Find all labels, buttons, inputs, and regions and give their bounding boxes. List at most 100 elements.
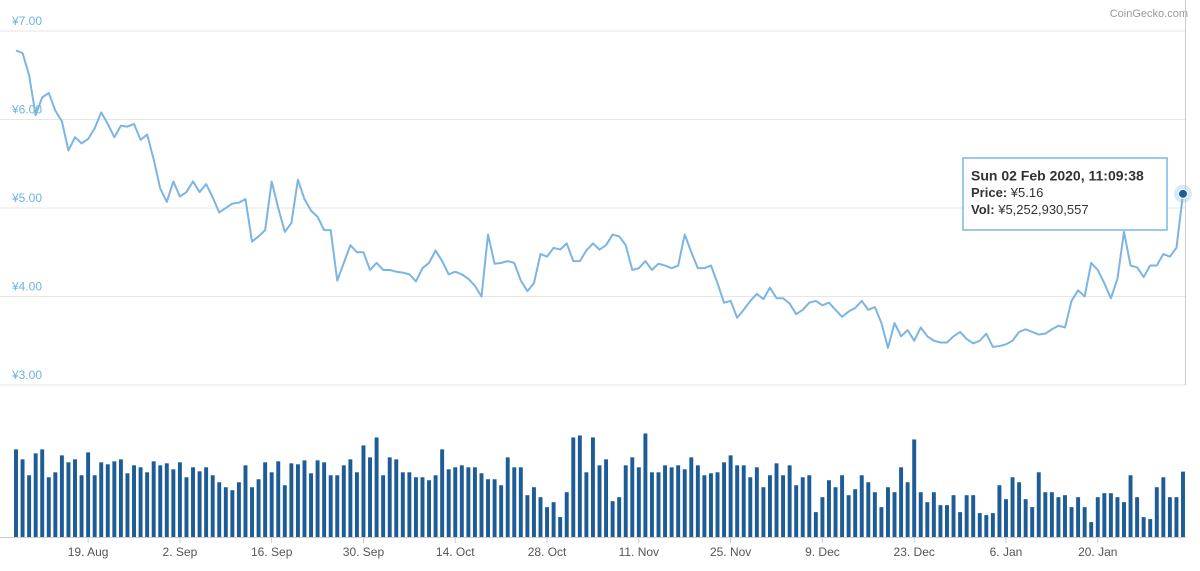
volume-bar	[604, 459, 609, 537]
volume-bar	[427, 480, 432, 537]
volume-bar	[66, 462, 71, 537]
volume-bar	[171, 469, 176, 537]
volume-bar	[1076, 497, 1081, 537]
volume-bar	[309, 473, 313, 537]
volume-bar	[59, 455, 64, 537]
volume-bar	[407, 472, 412, 537]
volume-bar	[53, 472, 58, 537]
volume-bar	[125, 473, 130, 537]
volume-bar	[459, 465, 464, 537]
volume-bar	[558, 517, 563, 537]
volume-bar	[499, 485, 504, 537]
volume-bar	[302, 460, 307, 537]
volume-bar	[879, 507, 884, 537]
volume-bar	[997, 485, 1002, 537]
tooltip-date: Sun 02 Feb 2020, 11:09:38	[971, 168, 1144, 184]
credit[interactable]: CoinGecko.com	[1110, 8, 1188, 20]
volume-bar	[73, 459, 77, 537]
volume-bar	[164, 463, 169, 537]
volume-bar	[774, 463, 779, 537]
tooltip-vol-value: ¥5,252,930,557	[997, 202, 1088, 217]
volume-bar	[118, 459, 123, 537]
tooltip-vol: Vol: ¥5,252,930,557	[971, 202, 1089, 217]
volume-bar	[20, 459, 25, 537]
volume-bar	[374, 437, 379, 537]
volume-bar	[1017, 482, 1022, 537]
x-tick-label: 14. Oct	[436, 545, 475, 559]
x-tick-label: 28. Oct	[528, 545, 567, 559]
volume-bar	[223, 487, 228, 537]
volume-bar	[132, 465, 136, 537]
volume-bar	[387, 457, 392, 537]
volume-bar	[722, 462, 727, 537]
volume-bar	[27, 475, 32, 537]
tooltip: Sun 02 Feb 2020, 11:09:38 Price: ¥5.16 V…	[962, 157, 1168, 231]
volume-bar	[295, 464, 300, 537]
x-tick-label: 11. Nov	[619, 545, 659, 559]
volume-bar	[958, 512, 963, 537]
volume-bar	[361, 445, 366, 537]
volume-bar	[354, 472, 359, 537]
volume-bar	[105, 464, 110, 537]
x-tick-label: 2. Sep	[163, 545, 198, 559]
volume-bar	[577, 435, 582, 537]
hover-marker	[1178, 188, 1188, 199]
volume-bar	[86, 452, 91, 537]
volume-bar	[145, 472, 150, 537]
volume-bar	[335, 475, 340, 537]
volume-bar	[1122, 502, 1126, 537]
volume-bar	[630, 457, 635, 537]
y-tick-label: ¥7.00	[11, 14, 42, 28]
volume-bar	[905, 482, 910, 537]
volume-bar	[643, 433, 648, 537]
volume-bar	[1063, 495, 1067, 537]
x-tick-label: 9. Dec	[805, 545, 840, 559]
volume-bar	[597, 465, 602, 537]
volume-bar	[1049, 492, 1054, 537]
volume-bar	[689, 457, 694, 537]
volume-bar	[433, 475, 438, 537]
tooltip-price: Price: ¥5.16	[971, 185, 1043, 200]
volume-bar	[269, 472, 274, 537]
x-tick-label: 30. Sep	[343, 545, 385, 559]
volume-bar	[584, 472, 589, 537]
volume-bar	[872, 492, 877, 537]
volume-bar	[938, 505, 943, 537]
volume-bar	[394, 459, 399, 537]
volume-bar	[1069, 507, 1074, 537]
volume-bar	[925, 502, 930, 537]
volume-bar	[971, 495, 976, 537]
tooltip-box	[962, 157, 1168, 231]
volume-bar	[990, 513, 995, 537]
volume-bar	[256, 479, 261, 537]
volume-bar	[197, 471, 202, 537]
volume-bar	[446, 469, 451, 537]
volume-bar	[1102, 493, 1107, 537]
x-tick-label: 25. Nov	[710, 545, 751, 559]
volume-bar	[682, 469, 687, 537]
volume-bar	[964, 495, 969, 537]
volume-bar	[1082, 507, 1087, 537]
volume-bar	[210, 475, 215, 537]
volume-bar	[590, 437, 595, 537]
volume-bar	[1023, 499, 1028, 537]
volume-bar	[250, 487, 254, 537]
volume-bar	[1154, 487, 1159, 537]
volume-bar	[99, 462, 104, 537]
volume-bar	[1056, 497, 1061, 537]
x-tick-label: 6. Jan	[990, 545, 1023, 559]
volume-bar	[833, 487, 838, 537]
volume-bar	[807, 475, 812, 537]
volume-bar	[479, 473, 484, 537]
volume-bar	[236, 482, 241, 537]
volume-bar	[1115, 497, 1120, 537]
volume-bar	[112, 461, 117, 537]
volume-bar	[794, 485, 799, 537]
volume-bar	[472, 467, 477, 537]
volume-bar	[1161, 477, 1166, 537]
volume-bar	[276, 461, 281, 537]
volume-bar	[702, 475, 707, 537]
volume-bar	[728, 455, 733, 537]
volume-bar	[191, 467, 195, 537]
volume-bar	[1128, 475, 1133, 537]
